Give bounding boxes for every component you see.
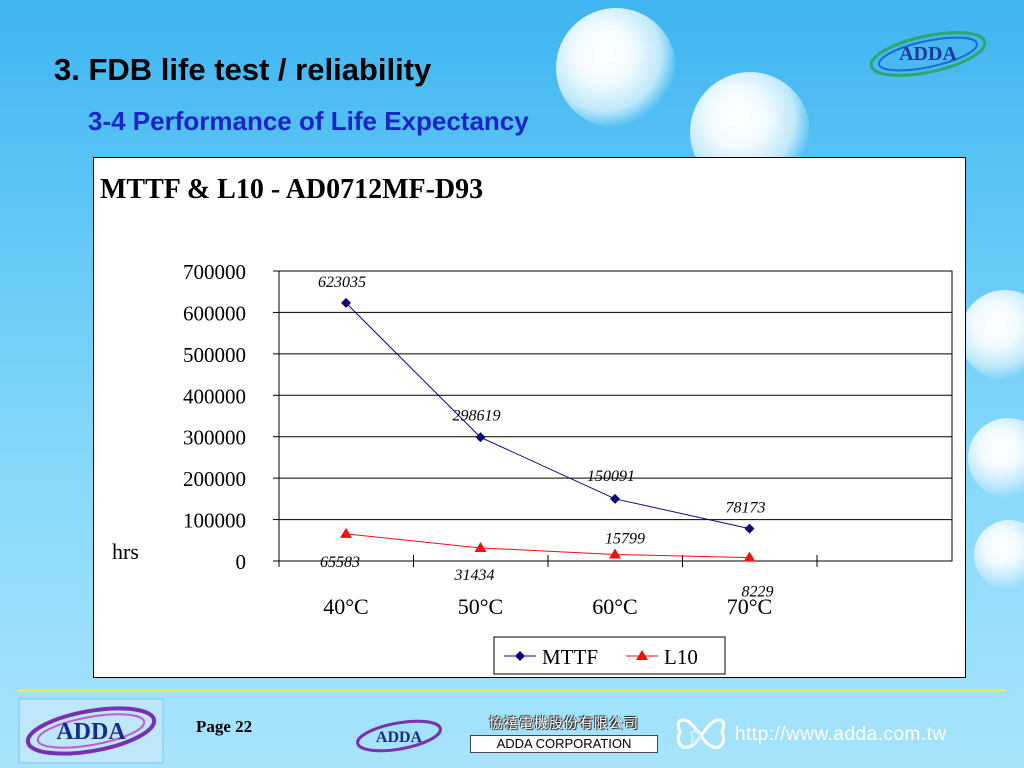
y-tick-label: 500000 bbox=[183, 343, 246, 367]
logo-swoosh bbox=[878, 36, 978, 72]
logo-text: ADDA bbox=[899, 43, 957, 65]
y-tick-label: 700000 bbox=[183, 260, 246, 284]
data-label-l10: 31434 bbox=[454, 567, 495, 584]
x-tick-label: 40°C bbox=[323, 594, 368, 619]
data-label-l10: 15799 bbox=[605, 530, 645, 547]
adda-logo-small: ADDA bbox=[356, 719, 442, 753]
adda-logo-top: ADDA bbox=[869, 31, 987, 77]
logo-text: ADDA bbox=[376, 729, 423, 746]
data-label-mttf: 298619 bbox=[453, 407, 501, 424]
adda-logo-footer: ADDA bbox=[18, 698, 164, 764]
y-tick-label: 300000 bbox=[183, 426, 246, 450]
y-axis-label: hrs bbox=[112, 539, 139, 564]
logo-swoosh bbox=[36, 713, 146, 749]
plot-area bbox=[278, 270, 953, 562]
chart-svg: MTTF & L10 - AD0712MF-D93 700000 600000 50… bbox=[100, 174, 953, 675]
data-point-l10 bbox=[340, 527, 352, 538]
butterfly-icon bbox=[677, 718, 725, 750]
slide-subtitle: 3-4 Performance of Life Expectancy bbox=[88, 106, 529, 136]
data-label-l10: 65583 bbox=[320, 554, 360, 571]
data-point-l10 bbox=[609, 548, 621, 559]
legend-marker-mttf bbox=[515, 651, 525, 661]
logo-swoosh bbox=[25, 706, 157, 756]
data-label-layer: 623035 298619 150091 78173 65583 31434 15799 82… bbox=[318, 274, 774, 601]
footer-divider bbox=[18, 689, 1006, 692]
y-tick-label: 0 bbox=[236, 550, 247, 574]
legend-marker-l10 bbox=[636, 650, 648, 660]
x-tick-label: 70°C bbox=[727, 594, 772, 619]
data-point-mttf bbox=[610, 493, 620, 504]
data-point-mttf bbox=[475, 432, 486, 443]
legend-label-l10: L10 bbox=[664, 645, 698, 669]
data-label-mttf: 78173 bbox=[726, 500, 766, 517]
y-tick-label: 100000 bbox=[183, 509, 246, 533]
y-tick-label: 200000 bbox=[183, 467, 246, 491]
series-line-mttf bbox=[345, 302, 750, 530]
x-tick-label: 50°C bbox=[458, 594, 503, 619]
chart-title: MTTF & L10 - AD0712MF-D93 bbox=[100, 174, 483, 205]
axis-layer: 700000 600000 500000 400000 300000 200000 1000… bbox=[183, 260, 818, 619]
background-bubble bbox=[968, 418, 1024, 498]
chart-legend: MTTF L10 bbox=[493, 636, 726, 675]
logo-swoosh bbox=[356, 719, 442, 753]
page-number: Page 22 bbox=[196, 717, 253, 736]
background-bubble bbox=[974, 520, 1024, 590]
x-tick-label: 60°C bbox=[592, 594, 637, 619]
data-point-l10 bbox=[474, 541, 487, 552]
company-name-chinese: 協禧電機股份有限公司 bbox=[489, 716, 639, 732]
data-label-l10: 8229 bbox=[742, 584, 774, 601]
data-point-l10 bbox=[743, 551, 756, 562]
logo-text: ADDA bbox=[56, 719, 126, 745]
series-layer bbox=[340, 297, 756, 562]
company-website-link[interactable]: http://www.adda.com.tw bbox=[735, 724, 947, 745]
background-bubble bbox=[556, 8, 676, 128]
grid-layer bbox=[278, 270, 953, 562]
y-tick-label: 600000 bbox=[183, 301, 246, 325]
data-label-mttf: 623035 bbox=[318, 274, 366, 291]
data-label-mttf: 150091 bbox=[587, 468, 635, 485]
legend-label-mttf: MTTF bbox=[542, 645, 598, 669]
data-point-mttf bbox=[744, 523, 755, 534]
y-tick-label: 400000 bbox=[183, 384, 246, 408]
data-point-mttf bbox=[341, 297, 351, 308]
company-name-english: ADDA CORPORATION bbox=[470, 735, 658, 753]
slide-title: 3. FDB life test / reliability bbox=[54, 52, 432, 87]
series-line-l10 bbox=[345, 533, 750, 559]
chart-container: MTTF & L10 - AD0712MF-D93 700000 600000 50… bbox=[93, 157, 966, 678]
background-bubble bbox=[960, 290, 1024, 380]
logo-swoosh bbox=[869, 31, 987, 77]
company-name-block: 協禧電機股份有限公司 ADDA CORPORATION bbox=[470, 713, 658, 753]
